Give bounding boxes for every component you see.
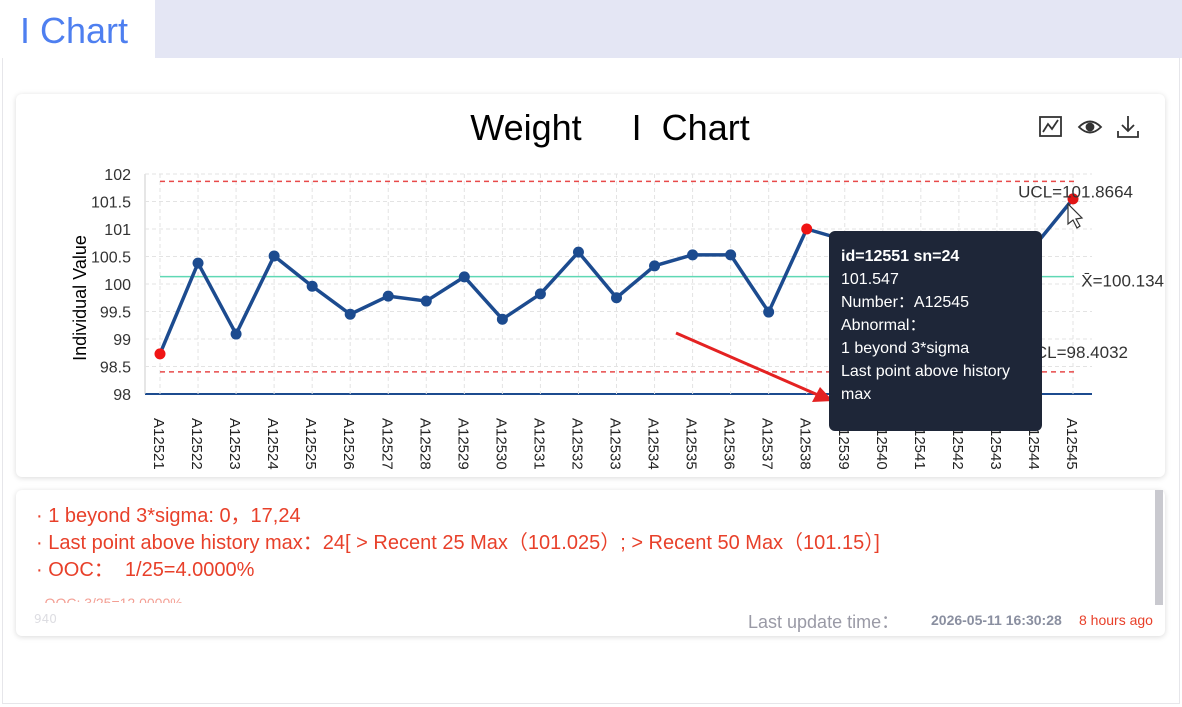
x-tick-label: A12522 xyxy=(188,418,205,470)
message: · OOC: 3/25=12.0000% xyxy=(36,595,183,603)
x-tick-label: A12536 xyxy=(721,418,738,470)
y-tick-label: 98 xyxy=(113,387,131,404)
data-point xyxy=(154,348,166,360)
control-line-label: LCL=98.4032 xyxy=(1025,343,1128,362)
x-tick-label: A12532 xyxy=(568,418,585,470)
y-tick-label: 99 xyxy=(113,332,131,349)
control-line-label: X̄=100.134 xyxy=(1081,272,1164,291)
chart-title: Weight I Chart xyxy=(470,107,749,148)
data-point xyxy=(268,250,280,262)
y-tick-label: 101.5 xyxy=(91,195,131,212)
x-tick-label: A12525 xyxy=(302,418,319,470)
message: · 1 beyond 3*sigma: 0，17,24 xyxy=(36,505,301,527)
x-tick-label: A12523 xyxy=(226,418,243,470)
data-point xyxy=(496,313,508,325)
data-point xyxy=(534,288,546,300)
update-time: 2026-05-11 16:30:28 xyxy=(931,612,1062,628)
message-card xyxy=(16,490,1165,636)
chart-type-icon[interactable] xyxy=(1039,116,1062,137)
y-tick-label: 100.5 xyxy=(91,250,131,267)
x-tick-label: A12521 xyxy=(150,418,167,470)
x-tick-label: A12527 xyxy=(378,418,395,470)
x-tick-label: A12524 xyxy=(264,418,281,470)
x-tick-label: A12533 xyxy=(607,418,624,470)
tab[interactable]: I Chart xyxy=(0,0,155,58)
tooltip-value: 101.547 xyxy=(841,271,899,288)
x-tick-label: A12537 xyxy=(759,418,776,470)
data-point xyxy=(382,290,394,302)
x-tick-label: A12535 xyxy=(683,418,700,470)
data-point xyxy=(1067,193,1079,205)
message: · Last point above history max：24[ > Rec… xyxy=(36,532,880,554)
count: 940 xyxy=(34,612,57,626)
y-tick-label: 98.5 xyxy=(100,360,131,377)
data-point xyxy=(192,257,204,269)
data-point xyxy=(725,249,737,261)
y-tick-label: 100 xyxy=(104,277,131,294)
scrollbar[interactable] xyxy=(1155,490,1163,605)
data-point xyxy=(611,292,622,304)
x-tick-label: A12529 xyxy=(454,418,471,470)
y-tick-label: 99.5 xyxy=(100,305,131,322)
data-point xyxy=(420,295,432,307)
toolbar xyxy=(1039,116,1139,138)
data-point xyxy=(763,306,775,318)
data-point xyxy=(344,308,356,320)
messages: · 1 beyond 3*sigma: 0，17,24 · Last point… xyxy=(36,503,1151,603)
x-tick-label: A12531 xyxy=(530,418,547,470)
message: · OOC： 1/25=4.0000% xyxy=(36,559,255,581)
x-tick-label: A12534 xyxy=(645,418,662,470)
data-point xyxy=(572,246,584,258)
x-tick-label: A12538 xyxy=(797,418,814,470)
x-tick-label: A12545 xyxy=(1063,418,1080,470)
annotation-arrow xyxy=(675,331,833,402)
y-axis-title: Individual Value xyxy=(70,235,90,361)
download-icon[interactable] xyxy=(1117,116,1139,138)
y-tick-label: 101 xyxy=(104,222,131,239)
tooltip-line: Last point above history max xyxy=(841,363,1010,403)
x-tick-label: A12528 xyxy=(416,418,433,470)
tooltip-line: 1 beyond 3*sigma xyxy=(841,340,970,357)
control-line-label: UCL=101.8664 xyxy=(1018,182,1133,201)
y-tick-label: 102 xyxy=(104,167,131,184)
tooltip-line: Number：A12545 xyxy=(841,294,970,311)
update-label: Last update time： xyxy=(748,612,900,632)
top-bar xyxy=(0,0,1182,58)
x-tick-label: A12530 xyxy=(492,418,509,470)
cursor xyxy=(1067,202,1084,229)
x-tick-label: A12526 xyxy=(340,418,357,470)
view-icon[interactable] xyxy=(1077,120,1103,134)
tooltip-id: id=12551 sn=24 xyxy=(841,248,960,265)
tooltip-line: Abnormal： xyxy=(841,317,926,334)
data-point xyxy=(458,271,470,283)
data-point xyxy=(801,223,813,235)
data-point xyxy=(230,328,242,340)
update-relative: 8 hours ago xyxy=(1079,612,1153,628)
tooltip: id=12551 sn=24 101.547 Number：A12545 Abn… xyxy=(829,231,1042,431)
data-point xyxy=(649,260,661,272)
data-point xyxy=(687,249,699,261)
frame xyxy=(2,58,1180,704)
data-point xyxy=(306,280,318,292)
